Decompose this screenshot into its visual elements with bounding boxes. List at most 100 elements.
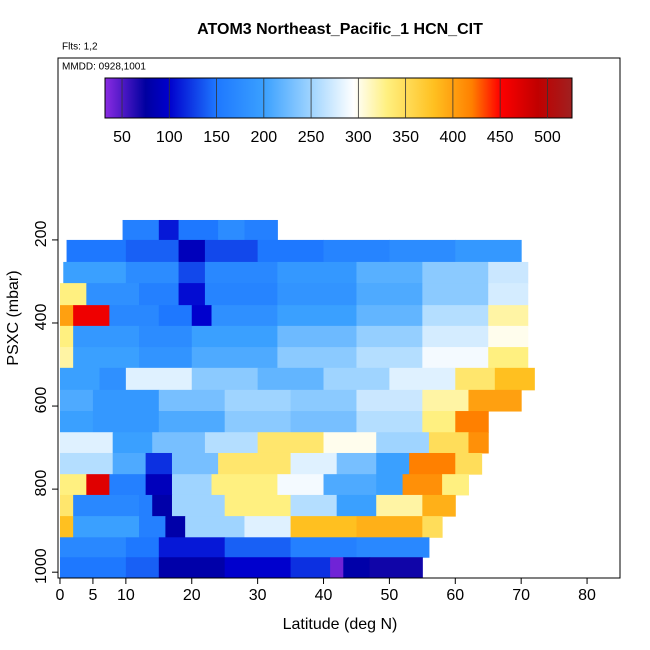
x-tick-label: 0 — [56, 587, 65, 604]
cell — [191, 325, 278, 348]
cell — [244, 219, 278, 241]
cell — [224, 389, 292, 412]
cell — [139, 325, 193, 348]
cell — [112, 452, 147, 475]
cell — [323, 474, 377, 496]
cell — [59, 389, 94, 412]
cell — [139, 283, 180, 306]
cell — [178, 219, 219, 241]
cell — [488, 305, 529, 327]
colorbar-tick-label: 350 — [392, 129, 419, 146]
cell — [158, 557, 226, 578]
cell — [422, 389, 469, 412]
cell — [59, 452, 114, 475]
cell — [59, 305, 74, 327]
cell — [158, 389, 226, 412]
cell — [191, 347, 278, 369]
cell — [109, 305, 160, 327]
cell — [125, 557, 160, 578]
x-tick-label: 5 — [88, 587, 97, 604]
cell — [356, 537, 430, 558]
cell — [158, 537, 226, 558]
cell — [109, 474, 147, 496]
cell — [336, 452, 377, 475]
x-tick-label: 70 — [512, 587, 530, 604]
cell — [59, 283, 87, 306]
cell — [369, 557, 423, 578]
cell — [422, 325, 489, 348]
cell — [191, 367, 259, 391]
cell — [277, 261, 357, 284]
x-tick-label: 20 — [183, 587, 201, 604]
x-axis-label: Latitude (deg N) — [283, 616, 398, 633]
y-tick-label: 1000 — [33, 548, 50, 584]
cell — [211, 474, 278, 496]
cell — [158, 219, 180, 241]
annotation: MMDD: 0928,1001 — [62, 62, 146, 73]
cell — [356, 305, 423, 327]
cell — [165, 516, 186, 538]
cell — [290, 537, 357, 558]
cell — [73, 325, 140, 348]
cell — [73, 494, 140, 517]
cell — [99, 367, 127, 391]
cell — [277, 305, 357, 327]
cell — [442, 474, 469, 496]
cell — [224, 494, 292, 517]
cell — [204, 283, 278, 306]
colorbar-tick-label: 450 — [487, 129, 514, 146]
cell — [376, 452, 410, 475]
cell — [277, 325, 357, 348]
cell — [204, 432, 259, 454]
cell — [330, 557, 344, 578]
y-tick-label: 200 — [33, 220, 50, 247]
cell — [92, 411, 160, 433]
colorbar — [104, 77, 573, 119]
cell — [171, 452, 219, 475]
cell — [244, 516, 292, 538]
cell — [178, 239, 206, 263]
cell — [343, 557, 371, 578]
cell — [389, 367, 456, 391]
cell — [218, 452, 292, 475]
cell — [171, 474, 213, 496]
cell — [376, 432, 430, 454]
cell — [112, 432, 153, 454]
cell — [218, 219, 245, 241]
cell — [277, 283, 357, 306]
cell — [402, 474, 443, 496]
subtitle: Flts: 1,2 — [62, 42, 98, 53]
cell — [59, 537, 127, 558]
cell — [152, 494, 173, 517]
cell — [290, 411, 357, 433]
cell — [455, 239, 522, 263]
cell — [376, 494, 423, 517]
x-tick-label: 10 — [117, 587, 135, 604]
cell — [158, 305, 193, 327]
cell — [257, 239, 325, 263]
cell — [224, 537, 292, 558]
cell — [422, 516, 443, 538]
colorbar-tick-label: 300 — [345, 129, 372, 146]
colorbar-tick-label: 100 — [156, 129, 183, 146]
cell — [277, 474, 325, 496]
chart-title: ATOM3 Northeast_Pacific_1 HCN_CIT — [197, 21, 483, 38]
colorbar-tick-label: 200 — [250, 129, 277, 146]
cell — [139, 494, 153, 517]
cell — [488, 325, 529, 348]
cell — [376, 474, 404, 496]
cell — [290, 557, 331, 578]
cell — [323, 239, 390, 263]
cell — [290, 494, 338, 517]
cell — [145, 452, 173, 475]
cell — [66, 239, 127, 263]
cell — [59, 432, 114, 454]
cell — [488, 347, 529, 369]
cell — [59, 325, 74, 348]
cell — [356, 411, 423, 433]
x-tick-label: 60 — [446, 587, 464, 604]
x-tick-label: 50 — [381, 587, 399, 604]
cell — [356, 347, 423, 369]
cell — [139, 516, 166, 538]
cell — [323, 367, 390, 391]
